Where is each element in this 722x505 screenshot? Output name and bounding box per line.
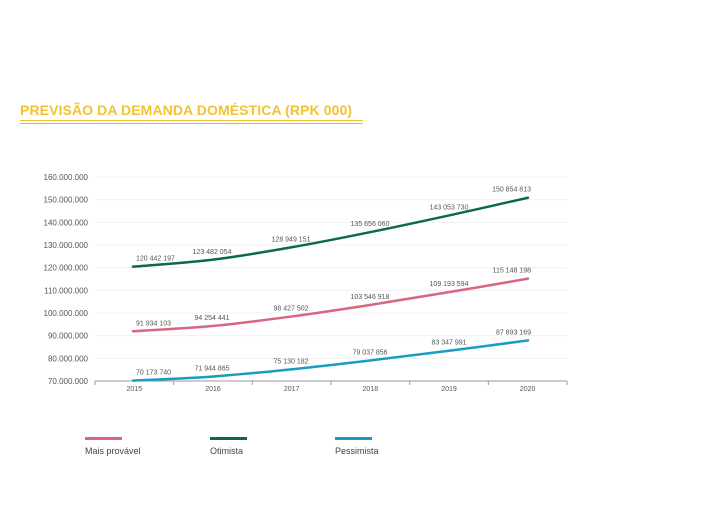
y-tick-label: 150.000.000 [44,196,89,205]
data-label-mais-provavel: 109 193 594 [430,281,469,288]
y-tick-label: 90.000.000 [48,332,89,341]
chart-title: PREVISÃO DA DEMANDA DOMÉSTICA (RPK 000) [20,102,353,118]
legend-item-pessimista: Pessimista [335,437,379,456]
data-label-mais-provavel: 98 427 502 [273,306,308,313]
data-label-otimista: 123 482 054 [193,249,232,256]
data-label-pessimista: 71 944 865 [194,366,229,373]
x-tick-label: 2019 [441,386,457,393]
legend-label-mais-provavel: Mais provável [85,446,141,456]
legend-item-mais-provavel: Mais provável [85,437,141,456]
data-label-pessimista: 87 893 169 [496,329,531,336]
data-label-otimista: 135 656 060 [351,221,390,228]
data-label-pessimista: 83 347 991 [431,340,466,347]
x-tick-label: 2017 [284,386,300,393]
legend-swatch-otimista [210,437,247,440]
y-tick-label: 130.000.000 [44,241,89,250]
data-label-pessimista: 79 037 856 [352,350,387,357]
legend-label-otimista: Otimista [210,446,244,456]
x-tick-label: 2016 [205,386,221,393]
y-tick-label: 160.000.000 [44,173,89,182]
data-label-otimista: 150 854 813 [492,187,531,194]
data-label-pessimista: 70 173 740 [136,370,171,377]
data-label-mais-provavel: 115 148 198 [493,268,532,275]
y-tick-label: 80.000.000 [48,354,89,363]
data-label-pessimista: 75 130 182 [273,358,308,365]
y-tick-label: 100.000.000 [44,309,89,318]
legend-item-otimista: Otimista [210,437,247,456]
x-tick-label: 2018 [363,386,379,393]
data-label-otimista: 128 949 151 [272,236,311,243]
series-line-mais-provavel [131,277,530,333]
data-label-mais-provavel: 91 934 103 [136,320,171,327]
legend-label-pessimista: Pessimista [335,446,379,456]
data-label-mais-provavel: 103 546 918 [351,294,390,301]
y-tick-label: 110.000.000 [44,286,88,295]
legend-swatch-mais-provavel [85,437,122,440]
x-tick-label: 2020 [520,386,536,393]
title-underline [20,120,363,121]
legend-swatch-pessimista [335,437,372,440]
x-tick-label: 2015 [127,386,143,393]
data-label-mais-provavel: 94 254 441 [194,315,229,322]
y-tick-label: 140.000.000 [44,218,89,227]
y-tick-label: 70.000.000 [48,377,89,386]
series-line-pessimista [131,339,530,382]
data-label-otimista: 120 442 197 [136,256,175,263]
y-tick-label: 120.000.000 [44,264,89,273]
title-underline-shadow [20,123,363,124]
series-line-otimista [131,196,530,268]
data-label-otimista: 143 053 730 [430,204,469,211]
